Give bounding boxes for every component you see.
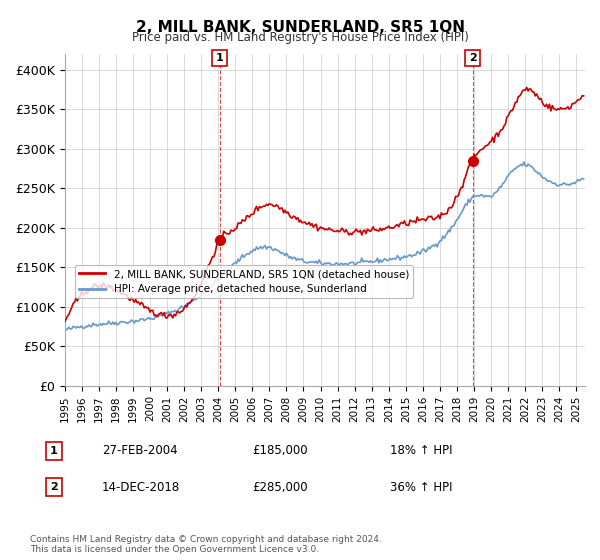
Text: £185,000: £185,000: [252, 444, 308, 458]
Text: £285,000: £285,000: [252, 480, 308, 494]
Text: Contains HM Land Registry data © Crown copyright and database right 2024.
This d: Contains HM Land Registry data © Crown c…: [30, 535, 382, 554]
Text: 1: 1: [216, 53, 223, 63]
Text: 18% ↑ HPI: 18% ↑ HPI: [390, 444, 452, 458]
Text: 36% ↑ HPI: 36% ↑ HPI: [390, 480, 452, 494]
Text: 27-FEB-2004: 27-FEB-2004: [102, 444, 178, 458]
Text: Price paid vs. HM Land Registry's House Price Index (HPI): Price paid vs. HM Land Registry's House …: [131, 31, 469, 44]
Text: 2: 2: [50, 482, 58, 492]
Text: 14-DEC-2018: 14-DEC-2018: [102, 480, 180, 494]
Legend: 2, MILL BANK, SUNDERLAND, SR5 1QN (detached house), HPI: Average price, detached: 2, MILL BANK, SUNDERLAND, SR5 1QN (detac…: [75, 265, 413, 298]
Text: 1: 1: [50, 446, 58, 456]
Text: 2: 2: [469, 53, 476, 63]
Text: 2, MILL BANK, SUNDERLAND, SR5 1QN: 2, MILL BANK, SUNDERLAND, SR5 1QN: [136, 20, 464, 35]
